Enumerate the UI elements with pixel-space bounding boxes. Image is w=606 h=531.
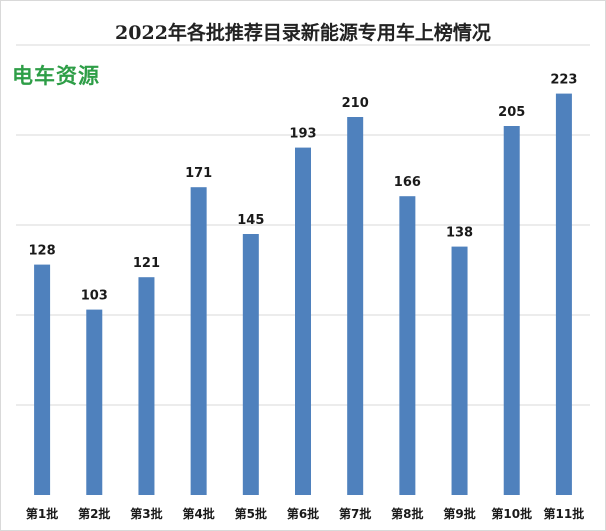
- x-tick-label: 第10批: [491, 506, 532, 521]
- bar: [295, 147, 311, 495]
- data-label: 223: [550, 73, 577, 88]
- bar: [451, 246, 468, 495]
- bar: [242, 234, 259, 495]
- bar: [555, 93, 572, 495]
- x-tick-label: 第4批: [182, 506, 214, 521]
- x-tick-label: 第1批: [26, 506, 58, 521]
- data-label: 166: [394, 175, 421, 190]
- bar: [399, 196, 416, 495]
- x-tick-label: 第2批: [78, 506, 110, 521]
- x-tick-label: 第11批: [544, 506, 585, 521]
- data-label: 210: [342, 96, 369, 111]
- data-label: 138: [446, 226, 473, 241]
- x-tick-label: 第3批: [130, 506, 162, 521]
- brand-logo: 电车资源: [12, 60, 100, 90]
- logo-text: 电车资源: [12, 64, 100, 88]
- x-tick-label: 第5批: [235, 506, 267, 521]
- data-label: 171: [185, 166, 212, 181]
- bar: [34, 264, 51, 495]
- bar: [138, 277, 155, 495]
- x-tick-label: 第8批: [391, 506, 423, 521]
- bar: [190, 187, 207, 495]
- x-tick-label: 第9批: [443, 506, 475, 521]
- data-label: 121: [133, 256, 160, 271]
- data-label: 103: [81, 289, 108, 304]
- data-label: 145: [237, 213, 264, 228]
- x-tick-label: 第6批: [287, 506, 319, 521]
- bar: [503, 126, 520, 495]
- bar: [86, 309, 103, 495]
- data-label: 193: [289, 127, 316, 142]
- data-label: 205: [498, 105, 525, 120]
- data-label: 128: [29, 244, 56, 259]
- x-tick-label: 第7批: [339, 506, 371, 521]
- bar: [347, 117, 364, 495]
- chart-title: 2022年各批推荐目录新能源专用车上榜情况: [115, 22, 491, 44]
